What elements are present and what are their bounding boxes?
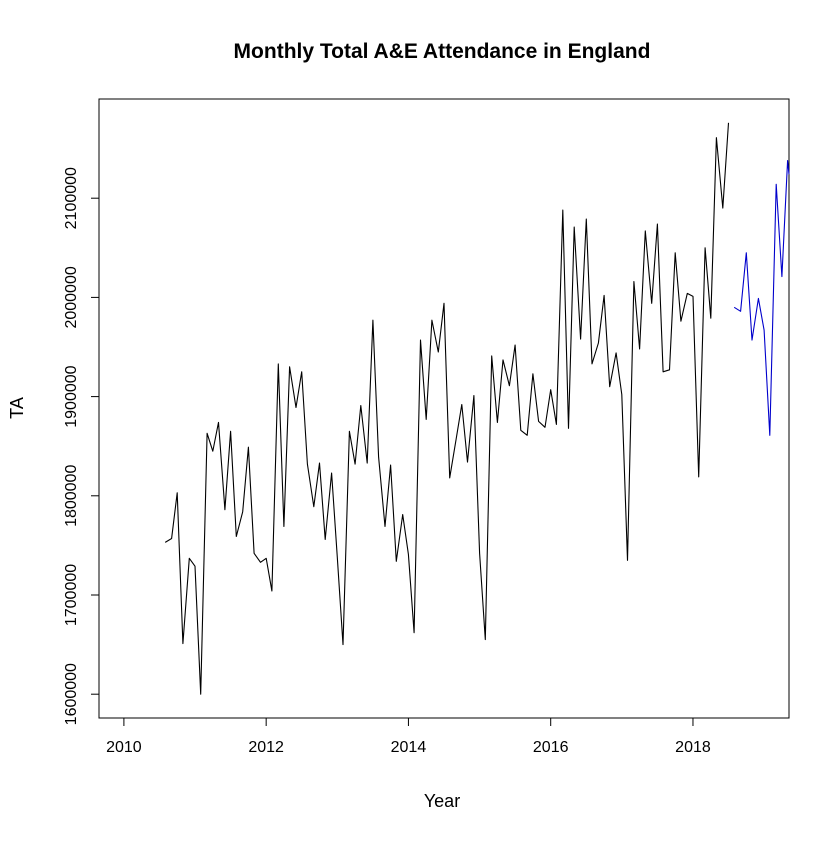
x-tick-label: 2010: [106, 739, 142, 756]
y-tick-label: 2000000: [63, 266, 80, 328]
series-line-observed: [164, 122, 730, 695]
x-tick-label: 2012: [248, 739, 284, 756]
x-tick-label: 2018: [675, 739, 711, 756]
chart-title: Monthly Total A&E Attendance in England: [234, 40, 651, 63]
x-tick-label: 2016: [533, 739, 569, 756]
series-layer: [164, 122, 790, 695]
y-axis: 1600000 1700000 1800000 1900000 2000000 21000…: [63, 167, 100, 725]
y-tick-label: 2100000: [63, 167, 80, 229]
y-axis-label: TA: [7, 397, 27, 419]
y-tick-label: 1600000: [63, 663, 80, 725]
x-axis-label: Year: [424, 791, 460, 811]
series-line-forecast: [733, 159, 790, 436]
y-tick-label: 1900000: [63, 365, 80, 427]
y-tick-label: 1800000: [63, 465, 80, 527]
x-axis: 2010 2012 2014 2016 2018: [106, 717, 711, 756]
x-tick-label: 2014: [391, 739, 427, 756]
y-tick-label: 1700000: [63, 564, 80, 626]
